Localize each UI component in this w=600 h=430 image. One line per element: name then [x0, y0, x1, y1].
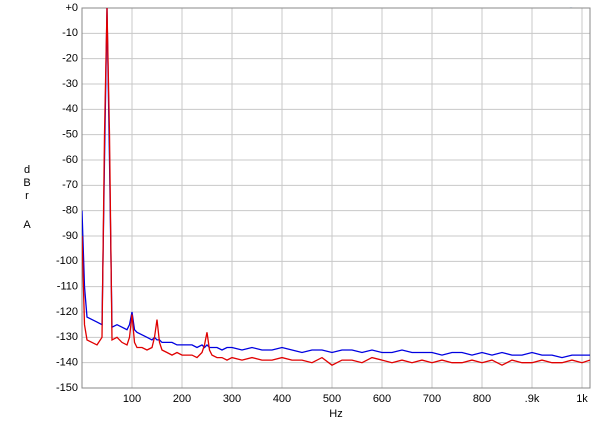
y-tick-label: -50	[62, 129, 78, 141]
y-tick-label: -30	[62, 78, 78, 90]
x-tick-label: .9k	[525, 393, 540, 405]
y-tick-label: -110	[57, 281, 78, 293]
series-line	[82, 8, 590, 359]
y-tick-label: -10	[62, 27, 78, 39]
x-tick-label: 300	[223, 393, 241, 405]
y-tick-label: -20	[62, 53, 78, 65]
x-tick-label: 500	[323, 393, 341, 405]
y-tick-label: -140	[56, 357, 78, 369]
y-tick-label: -90	[62, 230, 78, 242]
series-line	[82, 8, 590, 366]
y-tick-label: -150	[56, 382, 78, 394]
y-axis-label: r	[25, 190, 29, 202]
y-tick-label: -100	[56, 255, 78, 267]
x-tick-label: 100	[123, 393, 141, 405]
x-tick-label: 1k	[576, 393, 588, 405]
x-tick-label: 400	[273, 393, 291, 405]
y-axis-label: d	[24, 164, 30, 176]
y-tick-label: -70	[62, 179, 78, 191]
y-tick-label: -130	[56, 331, 78, 343]
y-axis-label: A	[23, 219, 31, 231]
y-tick-label: -120	[56, 306, 78, 318]
plot-area	[82, 8, 590, 388]
y-tick-label: -60	[62, 154, 78, 166]
y-tick-label: -80	[62, 205, 78, 217]
y-tick-label: -40	[62, 103, 78, 115]
plot-border	[81, 7, 591, 389]
y-axis-label: B	[23, 177, 30, 189]
y-tick-label: +0	[65, 2, 78, 14]
x-axis-label: Hz	[329, 408, 342, 420]
x-tick-label: 600	[373, 393, 391, 405]
x-tick-label: 700	[423, 393, 441, 405]
x-tick-label: 200	[173, 393, 191, 405]
x-tick-label: 800	[473, 393, 491, 405]
